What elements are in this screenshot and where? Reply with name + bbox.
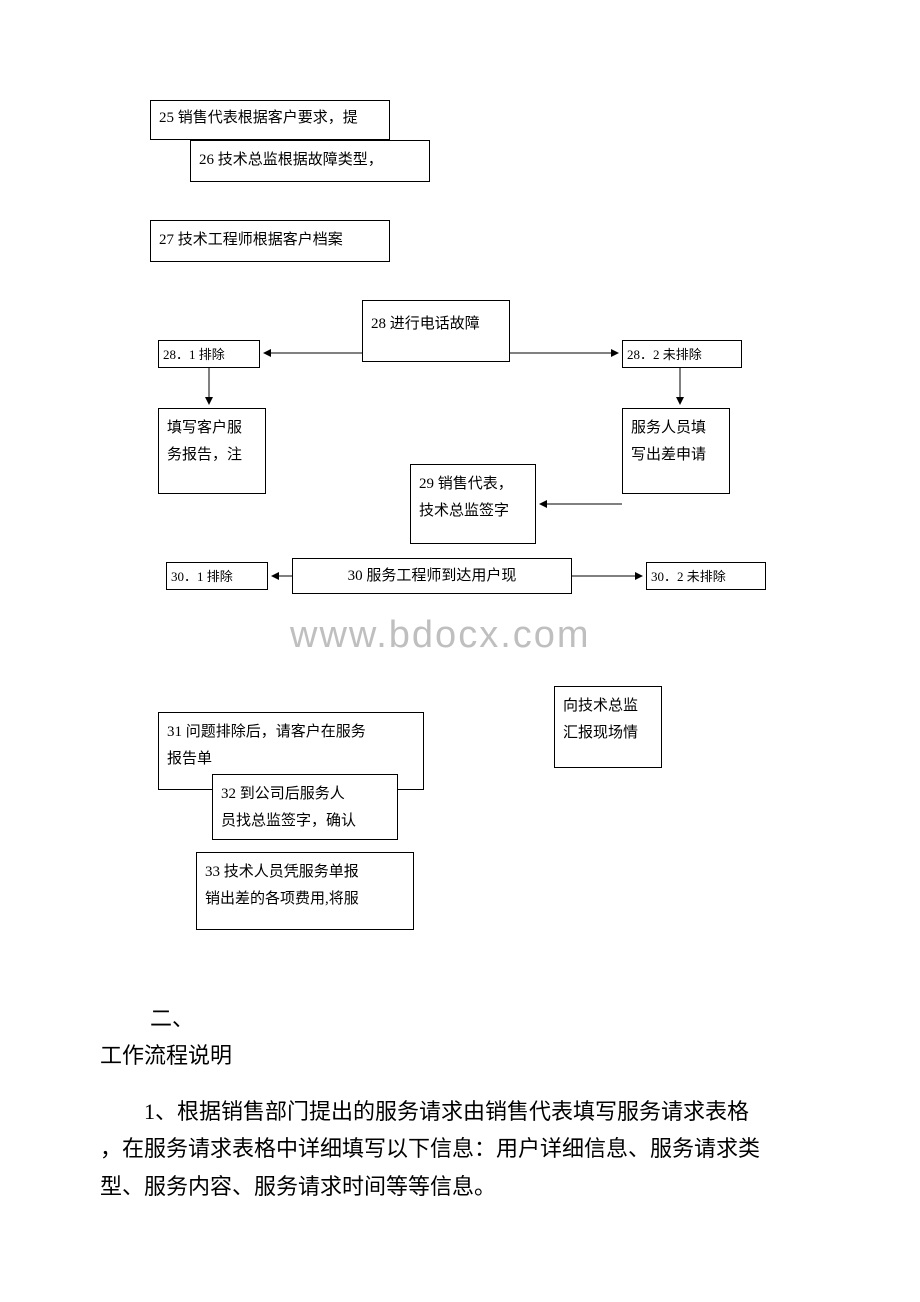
node-right-apply-line1: 服务人员填 <box>631 420 706 436</box>
flowchart-container: www.bdocx.com 25 销售代表根据客户要求，提 26 技术总监根据故… <box>0 0 920 960</box>
section-marker: 二、 <box>150 1000 820 1037</box>
node-30-2: 30．2 未排除 <box>646 562 766 590</box>
node-28: 28 进行电话故障 <box>362 300 510 362</box>
node-report-to-line2: 汇报现场情 <box>563 725 638 741</box>
node-31-line1: 31 问题排除后，请客户在服务 <box>167 724 366 740</box>
node-32-line2: 员找总监签字，确认 <box>221 813 356 829</box>
watermark-text: www.bdocx.com <box>290 614 591 657</box>
node-left-report-line2: 务报告，注 <box>167 447 242 463</box>
node-report-to-line1: 向技术总监 <box>563 698 638 714</box>
node-33: 33 技术人员凭服务单报 销出差的各项费用,将服 <box>196 852 414 930</box>
node-30: 30 服务工程师到达用户现 <box>292 558 572 594</box>
node-right-apply: 服务人员填 写出差申请 <box>622 408 730 494</box>
node-left-report: 填写客户服 务报告，注 <box>158 408 266 494</box>
paragraph-line-1: 1、根据销售部门提出的服务请求由销售代表填写服务请求表格 <box>100 1093 820 1130</box>
node-26: 26 技术总监根据故障类型， <box>190 140 430 182</box>
node-29-line1: 29 销售代表， <box>419 476 513 492</box>
node-32: 32 到公司后服务人 员找总监签字，确认 <box>212 774 398 840</box>
node-28-2: 28．2 未排除 <box>622 340 742 368</box>
node-25: 25 销售代表根据客户要求，提 <box>150 100 390 140</box>
section-title: 工作流程说明 <box>100 1037 820 1074</box>
node-30-1: 30．1 排除 <box>166 562 268 590</box>
node-31-line2: 报告单 <box>167 751 212 767</box>
node-right-apply-line2: 写出差申请 <box>631 447 706 463</box>
node-27: 27 技术工程师根据客户档案 <box>150 220 390 262</box>
node-33-line2: 销出差的各项费用,将服 <box>205 891 359 907</box>
node-28-1: 28．1 排除 <box>158 340 260 368</box>
paragraph-line-3: 型、服务内容、服务请求时间等等信息。 <box>100 1168 820 1205</box>
body-text-section: 二、 工作流程说明 1、根据销售部门提出的服务请求由销售代表填写服务请求表格 ，… <box>100 1000 820 1205</box>
node-33-line1: 33 技术人员凭服务单报 <box>205 864 359 880</box>
paragraph-line-2: ，在服务请求表格中详细填写以下信息：用户详细信息、服务请求类 <box>100 1130 820 1167</box>
node-32-line1: 32 到公司后服务人 <box>221 786 345 802</box>
node-29-line2: 技术总监签字 <box>419 503 509 519</box>
node-29: 29 销售代表， 技术总监签字 <box>410 464 536 544</box>
node-left-report-line1: 填写客户服 <box>167 420 242 436</box>
node-report-to-director: 向技术总监 汇报现场情 <box>554 686 662 768</box>
